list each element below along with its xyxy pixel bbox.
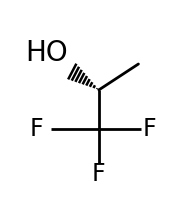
Text: F: F [92, 162, 106, 186]
Text: F: F [30, 117, 44, 141]
Text: F: F [143, 117, 157, 141]
Text: HO: HO [25, 39, 68, 67]
